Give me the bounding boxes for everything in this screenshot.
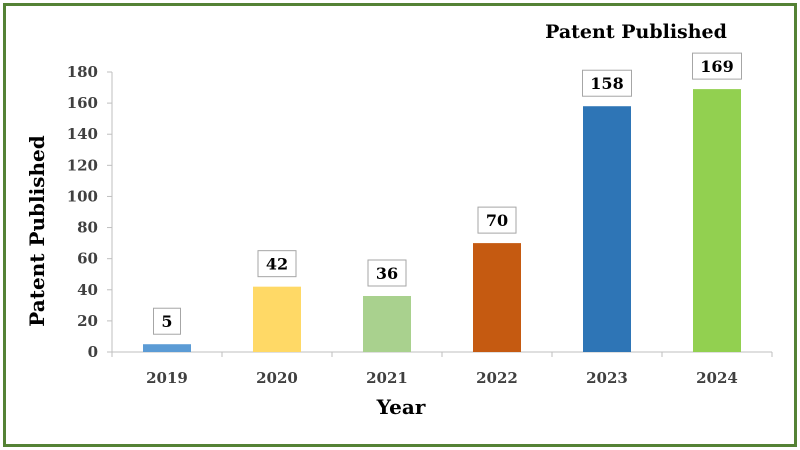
x-axis-title: Year: [376, 395, 426, 419]
y-tick-label: 80: [77, 219, 98, 237]
data-label-box: [367, 259, 407, 287]
bar-2020: [253, 286, 301, 352]
y-tick-label: 120: [67, 156, 98, 174]
bar-2024: [693, 89, 741, 352]
chart-title: Patent Published: [545, 21, 727, 43]
y-tick-label: 0: [88, 343, 98, 361]
x-tick-label: 2020: [256, 369, 298, 387]
y-tick-label: 160: [67, 94, 98, 112]
x-tick-label: 2021: [366, 369, 408, 387]
data-label: 5: [161, 312, 172, 331]
bar-2023: [583, 106, 631, 352]
data-label-box: [692, 52, 742, 80]
bar-2022: [473, 243, 521, 352]
x-tick-label: 2024: [696, 369, 738, 387]
bar-2021: [363, 296, 411, 352]
y-tick-label: 140: [67, 125, 98, 143]
x-tick-label: 2022: [476, 369, 518, 387]
data-label: 169: [700, 57, 733, 76]
data-label-box: [257, 250, 297, 278]
y-axis: 0 20 40 60 80 100 120 140 160 180: [67, 63, 113, 361]
data-labels: 5 42 36 70 158 169: [153, 52, 742, 335]
data-label-box: [153, 307, 181, 335]
y-tick-label: 20: [77, 312, 98, 330]
bar-2019: [143, 344, 191, 352]
data-label: 158: [590, 74, 623, 93]
y-tick-label: 60: [77, 250, 98, 268]
bars: [143, 89, 741, 352]
y-tick-label: 100: [67, 187, 98, 205]
data-label: 36: [376, 264, 398, 283]
data-label-box: [477, 206, 517, 234]
x-axis: 2019 2020 2021 2022 2023 2024: [111, 351, 773, 387]
data-label: 70: [486, 211, 508, 230]
data-label-box: [582, 69, 632, 97]
x-tick-label: 2019: [146, 369, 188, 387]
chart-frame: [3, 3, 797, 447]
y-axis-title: Patent Published: [25, 135, 49, 326]
data-label: 42: [266, 255, 288, 274]
x-tick-label: 2023: [586, 369, 628, 387]
y-tick-label: 40: [77, 281, 98, 299]
y-tick-label: 180: [67, 63, 98, 81]
